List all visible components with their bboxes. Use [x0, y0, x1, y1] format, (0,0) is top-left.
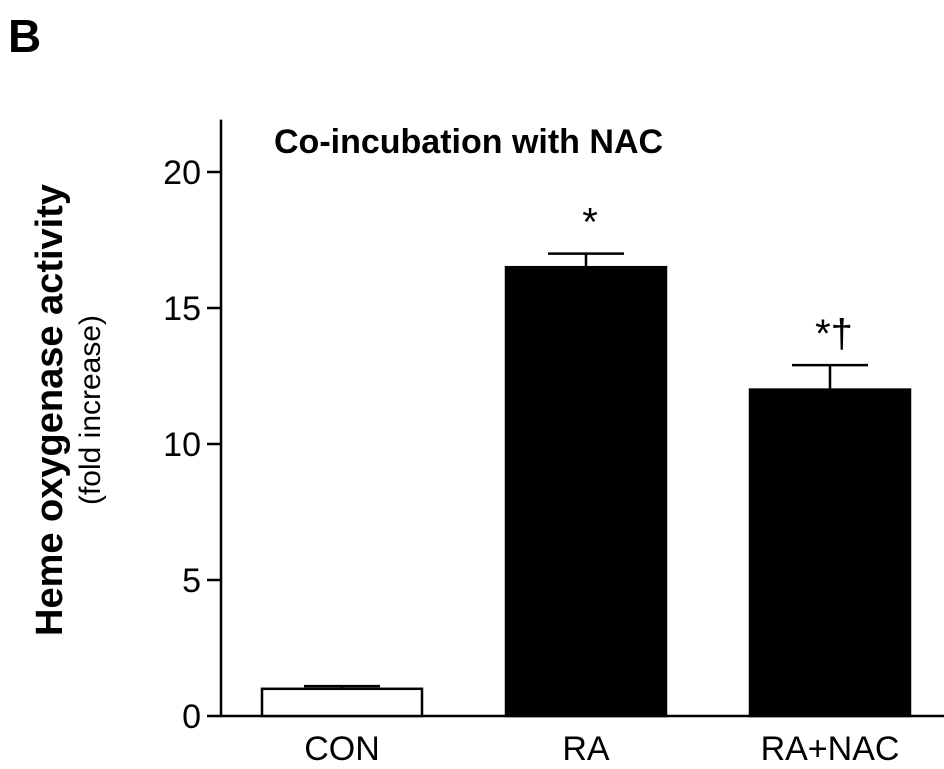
bar-ra	[504, 265, 668, 718]
bar-con	[260, 687, 424, 718]
labels: 0 5 10 15 20 CON * RA *† RA+NAC	[163, 154, 899, 768]
bars	[260, 252, 912, 718]
x-tick-label: CON	[304, 730, 380, 768]
y-tick-label: 5	[182, 562, 201, 600]
x-tick-label: RA	[562, 730, 610, 768]
bar-ra-nac	[748, 388, 912, 718]
x-tick-label: RA+NAC	[761, 730, 900, 768]
y-tick-label: 10	[163, 426, 201, 464]
y-axis-sublabel: (fold increase)	[74, 315, 107, 505]
significance-marker: *	[582, 201, 598, 245]
y-tick-label: 20	[163, 154, 201, 192]
y-axis-label: Heme oxygenase activity	[29, 184, 71, 636]
significance-marker: *†	[815, 312, 853, 356]
chart-title: Co-incubation with NAC	[274, 123, 663, 161]
y-tick-label: 0	[182, 698, 201, 736]
panel-letter: B	[8, 10, 41, 62]
y-tick-label: 15	[163, 290, 201, 328]
